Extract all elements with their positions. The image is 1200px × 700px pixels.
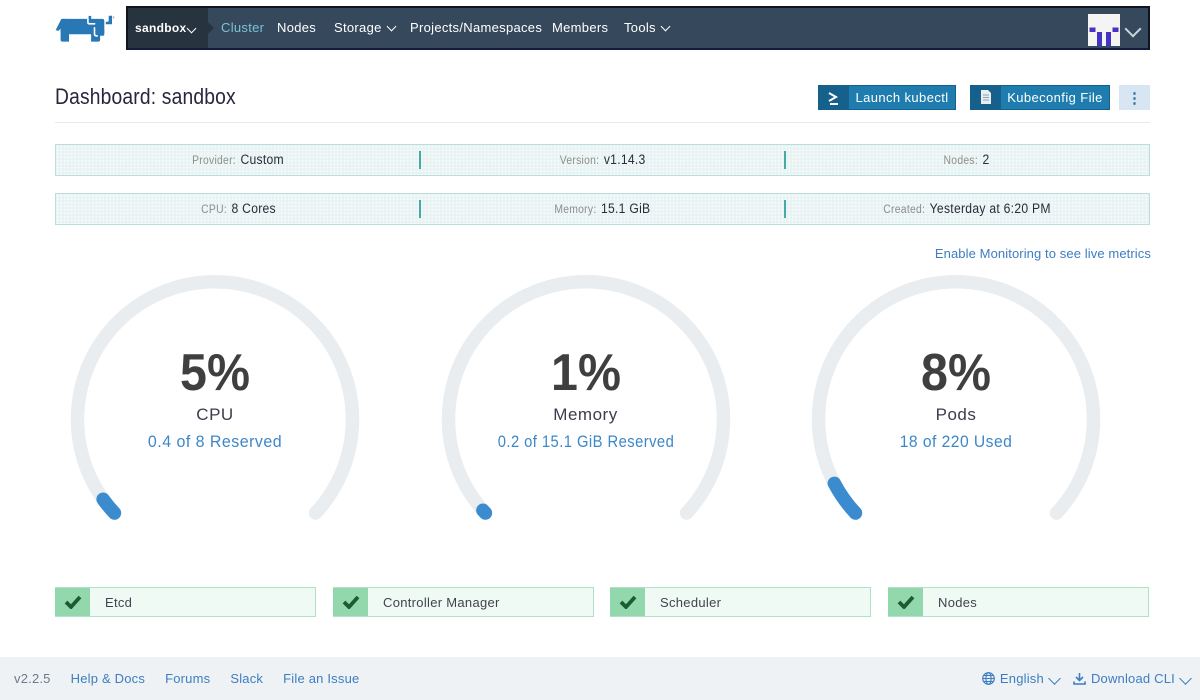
svg-text:®: ®: [112, 16, 115, 20]
